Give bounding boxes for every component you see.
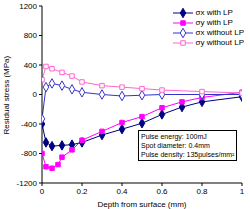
html-text:σy with LP: σy with LP	[195, 18, 233, 27]
svg-text:0.6: 0.6	[156, 187, 168, 196]
svg-text:0.4: 0.4	[116, 187, 128, 196]
html-text:σx with LP: σx with LP	[195, 8, 233, 17]
html-text:Spot diameter: 0.4mm: Spot diameter: 0.4mm	[141, 142, 210, 149]
svg-text:-400: -400	[21, 120, 38, 129]
svg-text:1: 1	[240, 187, 242, 196]
svg-text:-800: -800	[21, 149, 38, 158]
svg-text:1200: 1200	[19, 2, 37, 11]
svg-text:Depth from surface (mm): Depth from surface (mm)	[98, 200, 187, 209]
html-text:σx without LP: σx without LP	[195, 28, 244, 37]
svg-text:Residual stress (MPa): Residual stress (MPa)	[8, 55, 11, 134]
svg-text:0: 0	[33, 90, 38, 99]
svg-text:0.2: 0.2	[76, 187, 88, 196]
svg-text:0.8: 0.8	[196, 187, 208, 196]
svg-text:-1200: -1200	[17, 179, 38, 188]
svg-text:0: 0	[40, 187, 45, 196]
html-text:Pulse density: 135pulses/mm²: Pulse density: 135pulses/mm²	[141, 151, 235, 158]
svg-text:800: 800	[24, 31, 38, 40]
html-text:σy without LP: σy without LP	[195, 38, 244, 47]
html-text:Pulse energy: 100mJ: Pulse energy: 100mJ	[141, 133, 207, 140]
svg-text:400: 400	[24, 61, 38, 70]
